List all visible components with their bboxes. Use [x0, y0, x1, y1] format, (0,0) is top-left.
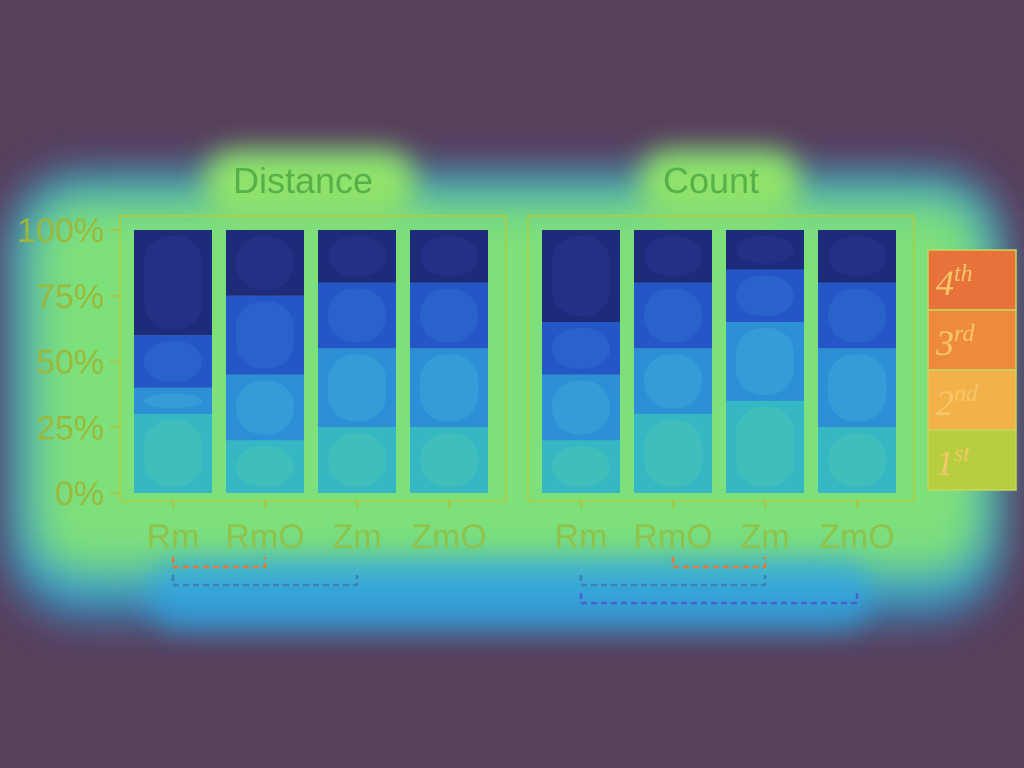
x-tick-label: ZmO [411, 518, 487, 556]
x-tick-label: RmO [225, 518, 304, 556]
bar-segment-highlight [236, 236, 294, 290]
panel-title: Distance [233, 160, 373, 201]
legend-swatch [927, 309, 1017, 371]
bar-segment-highlight [644, 420, 702, 487]
legend-swatch [927, 429, 1017, 491]
significance-bracket [579, 593, 859, 605]
bar-segment-highlight [828, 236, 886, 277]
x-tick-label: Zm [332, 518, 381, 556]
panel-frame [527, 215, 915, 502]
bar-segment-highlight [552, 328, 610, 369]
significance-bracket [671, 557, 767, 569]
bar-segment-highlight [552, 236, 610, 317]
bar-segment-highlight [736, 275, 794, 317]
legend-swatch [927, 369, 1017, 431]
bar-segment-highlight [420, 433, 478, 487]
significance-bracket [171, 557, 267, 569]
legend-label: 3rd [935, 321, 975, 363]
legend-label: 2nd [936, 381, 979, 423]
bar-segment-highlight [236, 446, 294, 487]
bar-segment-highlight [644, 288, 702, 343]
bar-segment-highlight [328, 354, 386, 422]
x-tick-label: Rm [147, 518, 200, 556]
bar-segment-highlight [828, 288, 886, 343]
panels: Rm RmO Zm ZmO Rm RmO Zm ZmO [119, 215, 915, 605]
bar-segment-highlight [236, 380, 294, 435]
glow-title-right [640, 150, 800, 220]
x-tick-label: RmO [633, 518, 712, 556]
glow-title-left [205, 150, 415, 220]
y-tick-label: 25% [36, 409, 104, 447]
bar-segment-highlight [144, 236, 202, 330]
bar-segment-highlight [552, 380, 610, 435]
y-tick-label: 50% [36, 344, 104, 382]
legend-label: 1st [936, 441, 971, 483]
y-axis: 100% 75% 50% 25% 0% [17, 212, 120, 513]
bar-segment-highlight [828, 433, 886, 487]
bar-segment-highlight [328, 236, 386, 277]
bar-segment-highlight [420, 288, 478, 343]
glow-bracket-area [150, 560, 870, 630]
y-tick-label: 75% [36, 278, 104, 316]
bar-segment-highlight [552, 446, 610, 487]
significance-bracket [579, 575, 767, 587]
panel-distance: Rm RmO Zm ZmO [119, 215, 507, 587]
bar-segment-highlight [644, 354, 702, 409]
bar-segment-highlight [736, 406, 794, 487]
titles: Distance Count [233, 160, 759, 201]
bar-segment-highlight [144, 393, 202, 409]
bar-segment-highlight [236, 301, 294, 369]
x-tick-label: ZmO [819, 518, 895, 556]
x-tick-label: Rm [555, 518, 608, 556]
y-tick-label: 0% [55, 475, 104, 513]
panel-count: Rm RmO Zm ZmO [527, 215, 915, 605]
bar-segment-highlight [828, 354, 886, 422]
bar-segment-highlight [644, 236, 702, 277]
bar-segment-highlight [736, 236, 794, 264]
bar-segment-highlight [420, 354, 478, 422]
legend-label: 4th [936, 261, 973, 303]
legend: 4th 3rd 2nd 1st [927, 249, 1017, 491]
bar-segment-highlight [144, 341, 202, 382]
y-tick-label: 100% [17, 212, 104, 250]
bar-segment-highlight [328, 433, 386, 487]
x-tick-label: Zm [740, 518, 789, 556]
bar-segment-highlight [328, 288, 386, 343]
panel-title: Count [663, 160, 759, 201]
bar-segment-highlight [736, 328, 794, 395]
panel-frame [119, 215, 507, 502]
bar-segment-highlight [144, 420, 202, 487]
significance-bracket [171, 575, 359, 587]
bar-segment-highlight [420, 236, 478, 277]
